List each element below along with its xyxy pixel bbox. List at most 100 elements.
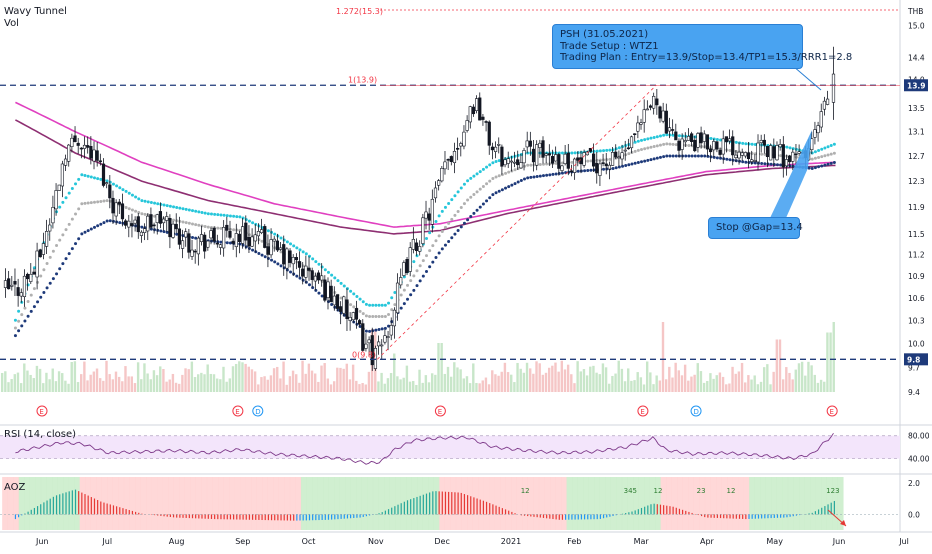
tunnel-mid-dot bbox=[703, 145, 707, 149]
tunnel-slow-dot bbox=[753, 161, 757, 165]
aoz-background-band bbox=[79, 477, 86, 530]
tunnel-slow-dot bbox=[741, 160, 745, 164]
trade-plan-callout[interactable]: PSH (31.05.2021) Trade Setup : WTZ1 Trad… bbox=[552, 24, 852, 69]
candle-body bbox=[500, 146, 504, 167]
aoz-background-band bbox=[367, 477, 374, 530]
aoz-background-band bbox=[195, 477, 202, 530]
tunnel-mid-dot bbox=[443, 225, 447, 229]
volume-bar bbox=[190, 361, 194, 392]
tunnel-mid-dot bbox=[200, 224, 204, 228]
candle-body bbox=[41, 243, 46, 255]
tunnel-mid-dot bbox=[418, 264, 422, 268]
candle-body bbox=[193, 250, 197, 253]
tunnel-slow-dot bbox=[655, 156, 659, 160]
tunnel-slow-dot bbox=[55, 272, 59, 276]
aoz-background-band bbox=[123, 477, 130, 530]
volume-bar bbox=[693, 374, 696, 392]
tunnel-mid-dot bbox=[513, 168, 517, 172]
tunnel-fast-dot bbox=[257, 224, 261, 228]
volume-bar bbox=[642, 384, 646, 392]
tunnel-fast-dot bbox=[466, 179, 470, 183]
aoz-background-band bbox=[821, 477, 827, 530]
tunnel-mid-dot bbox=[734, 150, 738, 154]
volume-bar bbox=[778, 339, 782, 392]
candle-body bbox=[259, 229, 264, 234]
tunnel-slow-dot bbox=[450, 236, 454, 240]
volume-bar bbox=[412, 380, 415, 392]
tunnel-slow-dot bbox=[504, 186, 508, 190]
candle-body bbox=[370, 335, 374, 366]
candle-body bbox=[740, 152, 744, 156]
candle-body bbox=[120, 203, 125, 220]
volume-bar bbox=[212, 374, 216, 392]
tunnel-slow-dot bbox=[20, 324, 24, 328]
aoz-background-band bbox=[754, 477, 761, 530]
aoz-background-band bbox=[212, 477, 219, 530]
volume-bar bbox=[276, 366, 279, 392]
volume-bar bbox=[753, 375, 756, 392]
aoz-background-band bbox=[826, 477, 833, 530]
tunnel-fast-dot bbox=[826, 145, 830, 149]
candle-body bbox=[788, 155, 792, 163]
candle-body bbox=[139, 231, 144, 236]
tunnel-slow-dot bbox=[431, 260, 435, 264]
stop-callout[interactable]: Stop @Gap=13.4 bbox=[708, 217, 803, 239]
tunnel-mid-dot bbox=[64, 228, 68, 232]
tunnel-mid-dot bbox=[17, 319, 21, 323]
volume-bar bbox=[304, 373, 307, 392]
volume-bar bbox=[215, 378, 219, 392]
volume-bar bbox=[538, 363, 541, 392]
volume-bar bbox=[744, 382, 747, 392]
candle-body bbox=[497, 144, 501, 146]
aoz-background-band bbox=[112, 477, 119, 530]
aoz-background-band bbox=[273, 477, 280, 530]
tunnel-mid-dot bbox=[668, 142, 672, 146]
tunnel-mid-dot bbox=[779, 154, 783, 158]
tunnel-fast-dot bbox=[636, 139, 640, 143]
tunnel-mid-dot bbox=[181, 220, 185, 224]
event-marker-label-e: E bbox=[438, 408, 442, 416]
candle-body bbox=[3, 280, 8, 288]
volume-bar bbox=[171, 373, 175, 392]
volume-bar bbox=[769, 384, 772, 392]
tunnel-fast-dot bbox=[86, 174, 90, 178]
time-tick-label: Mar bbox=[634, 537, 650, 546]
volume-bar bbox=[804, 375, 807, 392]
tunnel-slow-dot bbox=[279, 264, 283, 268]
tunnel-slow-dot bbox=[605, 167, 609, 171]
volume-bar bbox=[570, 374, 573, 392]
tunnel-mid-dot bbox=[829, 152, 833, 156]
price-tick-label: 15.0 bbox=[908, 22, 925, 31]
tunnel-fast-dot bbox=[374, 303, 378, 307]
fib-one-label: 1(13.9) bbox=[348, 75, 377, 84]
candle-body bbox=[297, 261, 302, 268]
event-marker-label-e: E bbox=[640, 408, 644, 416]
tunnel-fast-dot bbox=[785, 145, 789, 149]
candle-body bbox=[209, 230, 213, 239]
tunnel-mid-dot bbox=[108, 199, 112, 203]
volume-bar bbox=[225, 381, 228, 392]
candle-body bbox=[158, 211, 163, 224]
tunnel-fast-dot bbox=[443, 205, 447, 209]
tunnel-slow-dot bbox=[295, 274, 299, 278]
volume-bar bbox=[279, 378, 282, 392]
tunnel-fast-dot bbox=[165, 204, 169, 208]
candle-body bbox=[63, 158, 68, 166]
time-tick-label: Jun bbox=[832, 537, 846, 546]
aoz-background-band bbox=[538, 477, 545, 530]
volume-bar bbox=[367, 371, 371, 392]
candle-body bbox=[177, 228, 181, 245]
candle-body bbox=[487, 121, 491, 146]
candle-body bbox=[794, 153, 798, 156]
volume-bar bbox=[184, 368, 187, 392]
candle-body bbox=[756, 142, 760, 163]
tunnel-slow-dot bbox=[462, 221, 466, 225]
tunnel-slow-dot bbox=[364, 329, 368, 333]
aoz-background-band bbox=[24, 477, 31, 530]
volume-bar bbox=[168, 379, 171, 392]
tunnel-fast-dot bbox=[387, 301, 391, 305]
tunnel-mid-dot bbox=[238, 228, 242, 232]
volume-bar bbox=[70, 361, 73, 392]
